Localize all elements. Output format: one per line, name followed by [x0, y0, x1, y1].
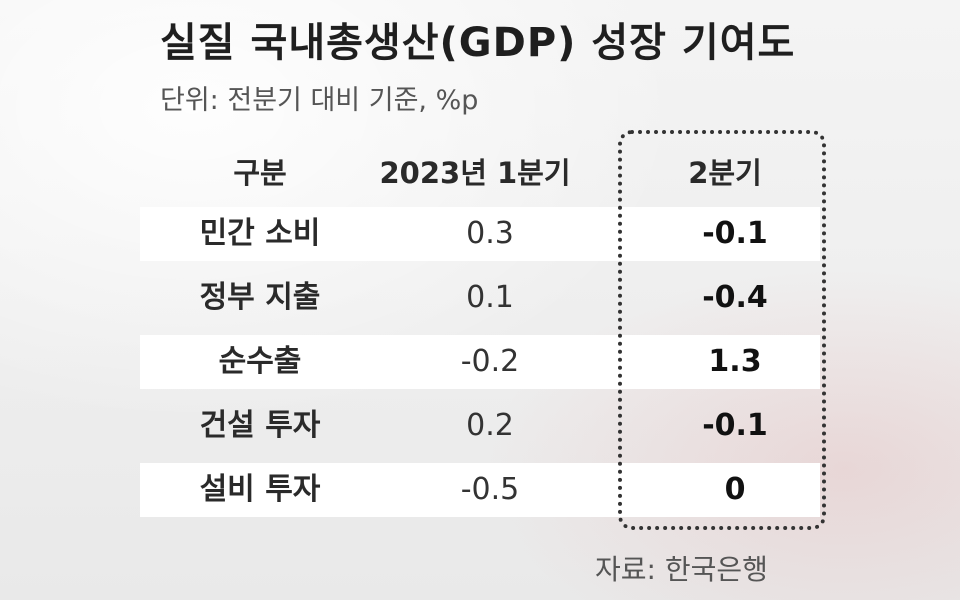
- table-body: 민간 소비 0.3 -0.1 정부 지출 0.1 -0.4 순수출 -0.2 1…: [140, 207, 820, 527]
- table-row: 순수출 -0.2 1.3: [140, 335, 820, 389]
- table-row: 설비 투자 -0.5 0: [140, 463, 820, 517]
- row-label: 설비 투자: [199, 472, 321, 507]
- row-q2-value: 0: [724, 472, 746, 507]
- source-credit: 자료: 한국은행: [595, 553, 768, 586]
- table-header: 구분 2023년 1분기 2분기: [140, 148, 820, 198]
- row-q1-value: 0.1: [466, 280, 514, 315]
- row-q1-value: -0.2: [460, 344, 520, 379]
- row-label: 정부 지출: [199, 280, 321, 315]
- row-q2-value: -0.4: [702, 280, 768, 315]
- row-label: 건설 투자: [199, 408, 321, 443]
- header-category: 구분: [233, 156, 287, 190]
- table-row: 건설 투자 0.2 -0.1: [140, 399, 820, 453]
- header-q2: 2분기: [688, 156, 762, 190]
- table-row: 정부 지출 0.1 -0.4: [140, 271, 820, 325]
- row-label: 순수출: [218, 344, 302, 379]
- unit-subtitle: 단위: 전분기 대비 기준, %p: [160, 85, 479, 116]
- header-q1: 2023년 1분기: [379, 156, 571, 190]
- row-q1-value: 0.3: [466, 216, 514, 251]
- infographic-title: 실질 국내총생산(GDP) 성장 기여도: [160, 20, 796, 66]
- row-q2-value: 1.3: [708, 344, 762, 379]
- row-q1-value: 0.2: [466, 408, 514, 443]
- row-q1-value: -0.5: [460, 472, 520, 507]
- row-q2-value: -0.1: [702, 408, 768, 443]
- row-label: 민간 소비: [199, 216, 321, 251]
- row-q2-value: -0.1: [702, 216, 768, 251]
- table-row: 민간 소비 0.3 -0.1: [140, 207, 820, 261]
